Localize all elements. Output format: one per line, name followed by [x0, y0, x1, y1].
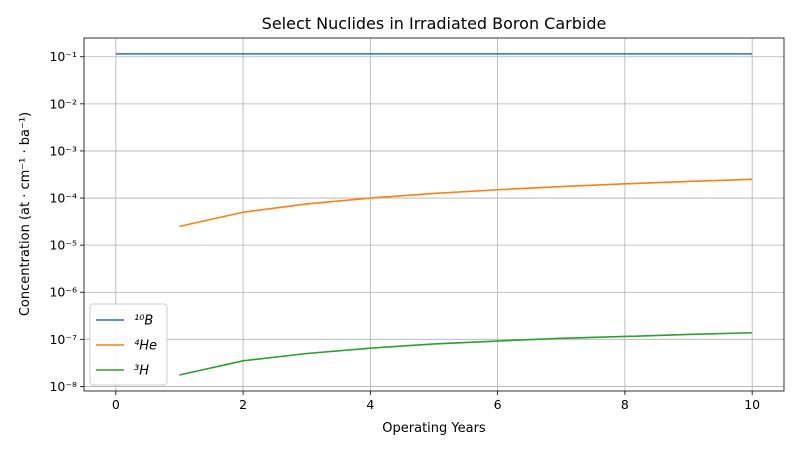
y-tick-label: 10⁻² — [49, 96, 77, 111]
y-tick-label: 10⁻⁵ — [49, 238, 77, 253]
y-tick-label: 10⁻⁴ — [49, 191, 77, 206]
x-tick-label: 10 — [744, 397, 760, 412]
legend-box — [89, 303, 168, 386]
y-tick-label: 10⁻⁶ — [49, 285, 77, 300]
x-tick-label: 0 — [112, 397, 120, 412]
x-tick-label: 2 — [239, 397, 247, 412]
x-axis-ticks: 0 2 4 6 8 10 — [112, 391, 760, 412]
y-tick-label: 10⁻¹ — [49, 49, 77, 64]
y-tick-label: 10⁻⁷ — [49, 332, 77, 347]
series-lines — [115, 53, 753, 376]
x-tick-label: 6 — [494, 397, 502, 412]
legend: ¹⁰B ⁴He ³H — [89, 303, 168, 386]
x-tick-label: 4 — [366, 397, 374, 412]
x-tick-label: 8 — [621, 397, 629, 412]
series-line-3 — [179, 331, 753, 376]
chart-title: Select Nuclides in Irradiated Boron Carb… — [262, 14, 607, 33]
grid — [84, 38, 784, 391]
y-tick-label: 10⁻³ — [49, 143, 77, 158]
y-axis-label: Concentration (at · cm⁻¹ · ba⁻¹) — [18, 112, 33, 316]
legend-label-3: ³H — [134, 364, 149, 379]
y-tick-label: 10⁻⁸ — [49, 379, 77, 394]
legend-label-2: ⁴He — [134, 339, 157, 354]
y-axis-ticks: 10⁻⁸ 10⁻⁷ 10⁻⁶ 10⁻⁵ 10⁻⁴ 10⁻³ 10⁻² 10⁻¹ — [49, 49, 84, 394]
legend-label-1: ¹⁰B — [134, 314, 153, 329]
x-axis-label: Operating Years — [382, 421, 486, 436]
plot-frame — [83, 37, 785, 392]
series-line-2 — [179, 178, 753, 228]
